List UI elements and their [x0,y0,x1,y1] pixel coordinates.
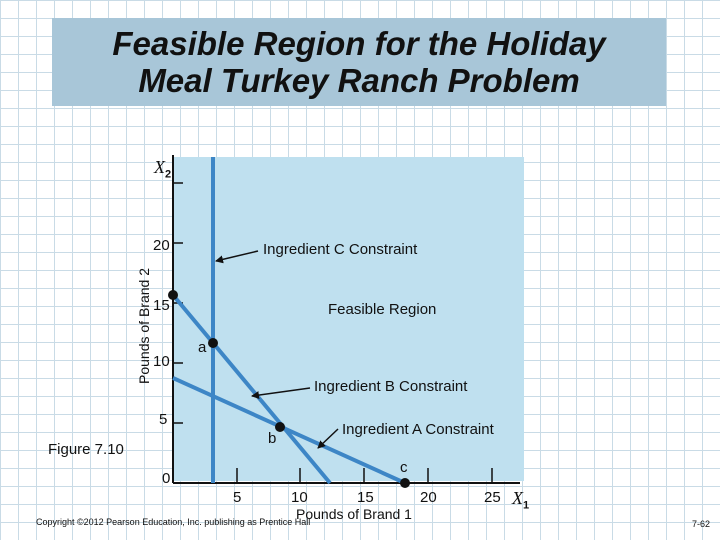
x-var-text: X [512,488,523,508]
corner-point-b [275,422,285,432]
x-tick-25: 25 [484,489,501,506]
point-a-label: a [198,339,207,356]
y-axis-variable: X2 [154,157,171,181]
ingredient-a-label: Ingredient A Constraint [342,421,494,438]
title-line-2: Meal Turkey Ranch Problem [138,62,580,99]
arrow-ingredient-c [215,250,259,264]
ingredient-a-line [172,376,406,485]
title-banner: Feasible Region for the Holiday Meal Tur… [52,18,666,106]
y-tick-0: 0 [162,470,171,487]
x-tick-15: 15 [357,489,374,506]
arrow-ingredient-b [251,387,311,400]
x-tick-10: 10 [291,489,308,506]
corner-point-top [168,290,178,300]
y-tick-5: 5 [159,411,168,428]
figure-label: Figure 7.10 [48,441,124,458]
copyright-notice: Copyright ©2012 Pearson Education, Inc. … [36,517,311,527]
y-axis-label: Pounds of Brand 2 [136,268,152,384]
y-var-subscript: 2 [165,168,172,181]
point-c-label: c [400,459,408,476]
ingredient-c-label: Ingredient C Constraint [263,241,418,258]
y-var-text: X [154,157,165,177]
y-tick-15: 15 [153,297,170,314]
x-tick-5: 5 [233,489,242,506]
x-tick-20: 20 [420,489,437,506]
corner-point-a [208,338,218,348]
corner-point-c [400,478,410,488]
x-var-subscript: 1 [523,499,530,512]
x-axis-label: Pounds of Brand 1 [296,506,412,522]
ingredient-b-line [171,293,332,485]
x-axis-variable: X1 [512,488,529,512]
feasible-region-label: Feasible Region [328,301,437,318]
y-tick-10: 10 [153,353,170,370]
y-tick-20: 20 [153,237,170,254]
arrow-ingredient-a [317,428,339,449]
feasible-region-area [173,157,524,481]
page-number: 7-62 [692,519,711,529]
point-b-label: b [268,430,277,447]
ingredient-b-label: Ingredient B Constraint [314,378,468,395]
title-line-1: Feasible Region for the Holiday [112,25,606,62]
